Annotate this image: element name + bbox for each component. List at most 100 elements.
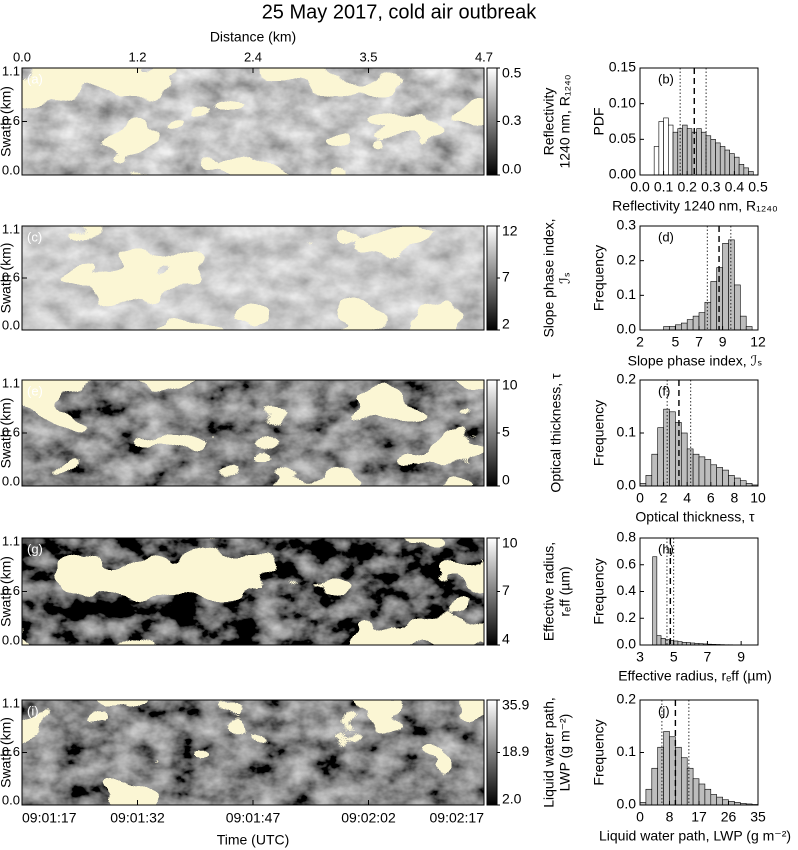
x-tick-label: 4.7 [475, 49, 493, 64]
x-tick-label: 5 [670, 649, 678, 665]
histogram-bar [715, 142, 721, 176]
colorbar-tick-label: 7 [502, 582, 510, 598]
panel-label: (h) [658, 541, 674, 556]
x-tick-label: 4 [683, 490, 691, 506]
x-tick-label: 5 [672, 334, 680, 350]
x-axis-label: Reflectivity 1240 nm, R₁₂₄₀ [612, 198, 778, 214]
y-tick-label: 0.1 [617, 743, 637, 759]
colorbar-label: LWP (g m⁻²) [557, 714, 573, 792]
x-axis-label: Effective radius, rₑff (µm) [618, 668, 772, 684]
y-tick-label: 0.2 [617, 251, 637, 267]
histogram-bar [696, 128, 702, 176]
panel-label: (c) [27, 229, 42, 244]
x-axis-label: Distance (km) [210, 29, 296, 45]
histogram-bar [686, 448, 694, 487]
x-tick-label: 9 [737, 649, 745, 665]
y-axis-label: Swath (km) [0, 398, 14, 469]
colorbar-label: rₑff (µm) [557, 566, 573, 616]
histogram-bar [734, 284, 741, 331]
x-axis-label: Slope phase index, ℐₛ [628, 353, 763, 369]
image-field [22, 226, 484, 330]
y-tick-label: 0.1 [617, 424, 637, 440]
histogram-bar [686, 319, 694, 331]
colorbar-tick-label: 5 [502, 424, 510, 440]
y-axis-label: PDF [591, 108, 607, 136]
y-axis-label: Frequency [591, 558, 607, 624]
histogram-bar [719, 146, 726, 176]
histogram-bar [710, 464, 717, 487]
y-tick-label: 0.2 [617, 691, 637, 707]
colorbar [486, 699, 498, 806]
histogram-bar [677, 641, 683, 646]
histogram-bar [682, 124, 688, 176]
x-tick-label: 0.3 [701, 179, 721, 195]
y-axis-label: Swath (km) [0, 243, 14, 314]
colorbar [486, 225, 498, 331]
histogram-bar [692, 315, 700, 331]
colorbar-label: Slope phase index, [541, 218, 557, 337]
x-tick-label: 2 [636, 334, 644, 350]
y-tick-label: 0.10 [609, 94, 636, 110]
y-tick-label: 0.0 [2, 473, 20, 488]
colorbar-tick-label: 2.0 [502, 791, 522, 807]
y-axis-label: Frequency [591, 400, 607, 466]
x-tick-label: 09:01:17 [22, 810, 77, 826]
colorbar-label: Optical thickness, τ [548, 373, 564, 493]
x-tick-label: 7 [704, 649, 712, 665]
panel-label: (b) [658, 71, 674, 86]
histogram-bar [722, 469, 729, 487]
histogram-bar [663, 731, 670, 806]
y-tick-label: 0.15 [609, 59, 636, 75]
colorbar-label: Liquid water path, [541, 697, 557, 808]
x-tick-label: 9 [719, 334, 727, 350]
histogram-bar [728, 475, 735, 487]
y-tick-label: 0.6 [2, 744, 20, 759]
y-tick-label: 0.4 [617, 582, 637, 598]
histogram-bar [645, 475, 653, 487]
histogram-bar [651, 767, 658, 806]
y-tick-label: 0.0 [617, 477, 637, 493]
histogram-bar [692, 778, 700, 806]
histogram-bar [698, 783, 706, 806]
x-tick-label: 3 [636, 649, 644, 665]
y-tick-label: 0.0 [617, 796, 637, 812]
histogram-bar [739, 480, 747, 487]
y-tick-label: 0.8 [617, 529, 637, 545]
histogram-bar [729, 153, 735, 176]
histogram-bar [663, 326, 670, 331]
histogram-bar [704, 301, 712, 331]
colorbar-tick-label: 18.9 [502, 743, 529, 759]
x-tick-label: 0.4 [725, 179, 745, 195]
panel-label: (g) [27, 541, 43, 556]
histogram-bar [724, 149, 730, 176]
histogram-bar [652, 556, 658, 646]
histogram-bar [660, 638, 666, 646]
histogram-bar [722, 243, 729, 331]
histogram-bar [645, 788, 653, 806]
histogram-bar [664, 639, 670, 646]
histogram-bar [651, 453, 658, 487]
histogram-bar [672, 131, 679, 176]
histogram-bar [675, 746, 682, 806]
histogram-bar [705, 135, 712, 176]
histogram-bar [722, 799, 729, 806]
y-tick-label: 1.1 [2, 221, 20, 236]
y-tick-label: 0.3 [617, 217, 637, 233]
y-tick-label: 0.6 [2, 269, 20, 284]
histogram-bar [686, 767, 694, 806]
y-tick-label: 0.1 [617, 286, 637, 302]
colorbar-tick-label: 0.0 [502, 161, 522, 177]
image-field [22, 68, 484, 175]
y-tick-label: 0.6 [617, 555, 637, 571]
colorbar-tick-label: 10 [502, 535, 518, 551]
y-axis-label: Swath (km) [0, 86, 14, 157]
y-axis-label: Swath (km) [0, 717, 14, 788]
x-tick-label: 17 [691, 809, 707, 825]
image-field [22, 538, 484, 645]
x-axis-label: Time (UTC) [217, 832, 290, 848]
x-tick-label: 2.4 [244, 49, 262, 64]
y-axis-label: Swath (km) [0, 556, 14, 627]
colorbar-label: 1240 nm, R₁₂₄₀ [557, 74, 573, 168]
image-field [22, 700, 484, 805]
y-axis-label: Frequency [591, 719, 607, 785]
